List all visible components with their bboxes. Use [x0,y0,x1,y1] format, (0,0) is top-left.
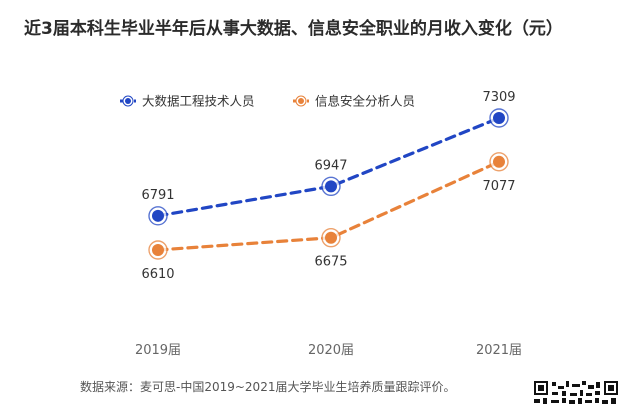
legend-label: 大数据工程技术人员 [142,94,255,109]
qr-code-icon [532,380,620,407]
legend-marker [298,98,304,104]
data-point [493,112,505,124]
data-point [325,231,337,244]
series-layer [148,108,509,260]
data-label: 6610 [141,267,174,282]
x-tick-label: 2021届 [476,343,522,358]
x-tick-label: 2019届 [135,343,181,358]
legend-marker [125,98,131,104]
line-chart: 大数据工程技术人员 信息安全分析人员 6791 6947 7309 6610 6675 70… [120,90,522,358]
data-source-note: 数据来源：麦可思-中国2019~2021届大学毕业生培养质量跟踪评价。 [80,380,456,394]
legend-label: 信息安全分析人员 [315,94,415,109]
data-label: 6947 [314,158,347,173]
data-label: 7077 [482,179,515,194]
data-point [152,244,164,256]
data-label: 6791 [141,188,174,203]
x-axis: 2019届 2020届 2021届 [135,343,522,358]
data-point [493,155,505,168]
data-label: 7309 [482,90,515,105]
data-point [152,209,164,222]
data-label-layer: 6791 6947 7309 6610 6675 7077 [141,90,515,282]
data-point [325,180,337,193]
chart-title: 近3届本科生毕业半年后从事大数据、信息安全职业的月收入变化（元） [24,19,563,39]
x-tick-label: 2020届 [308,343,354,358]
chart-legend: 大数据工程技术人员 信息安全分析人员 [120,94,415,109]
data-label: 6675 [314,255,347,270]
